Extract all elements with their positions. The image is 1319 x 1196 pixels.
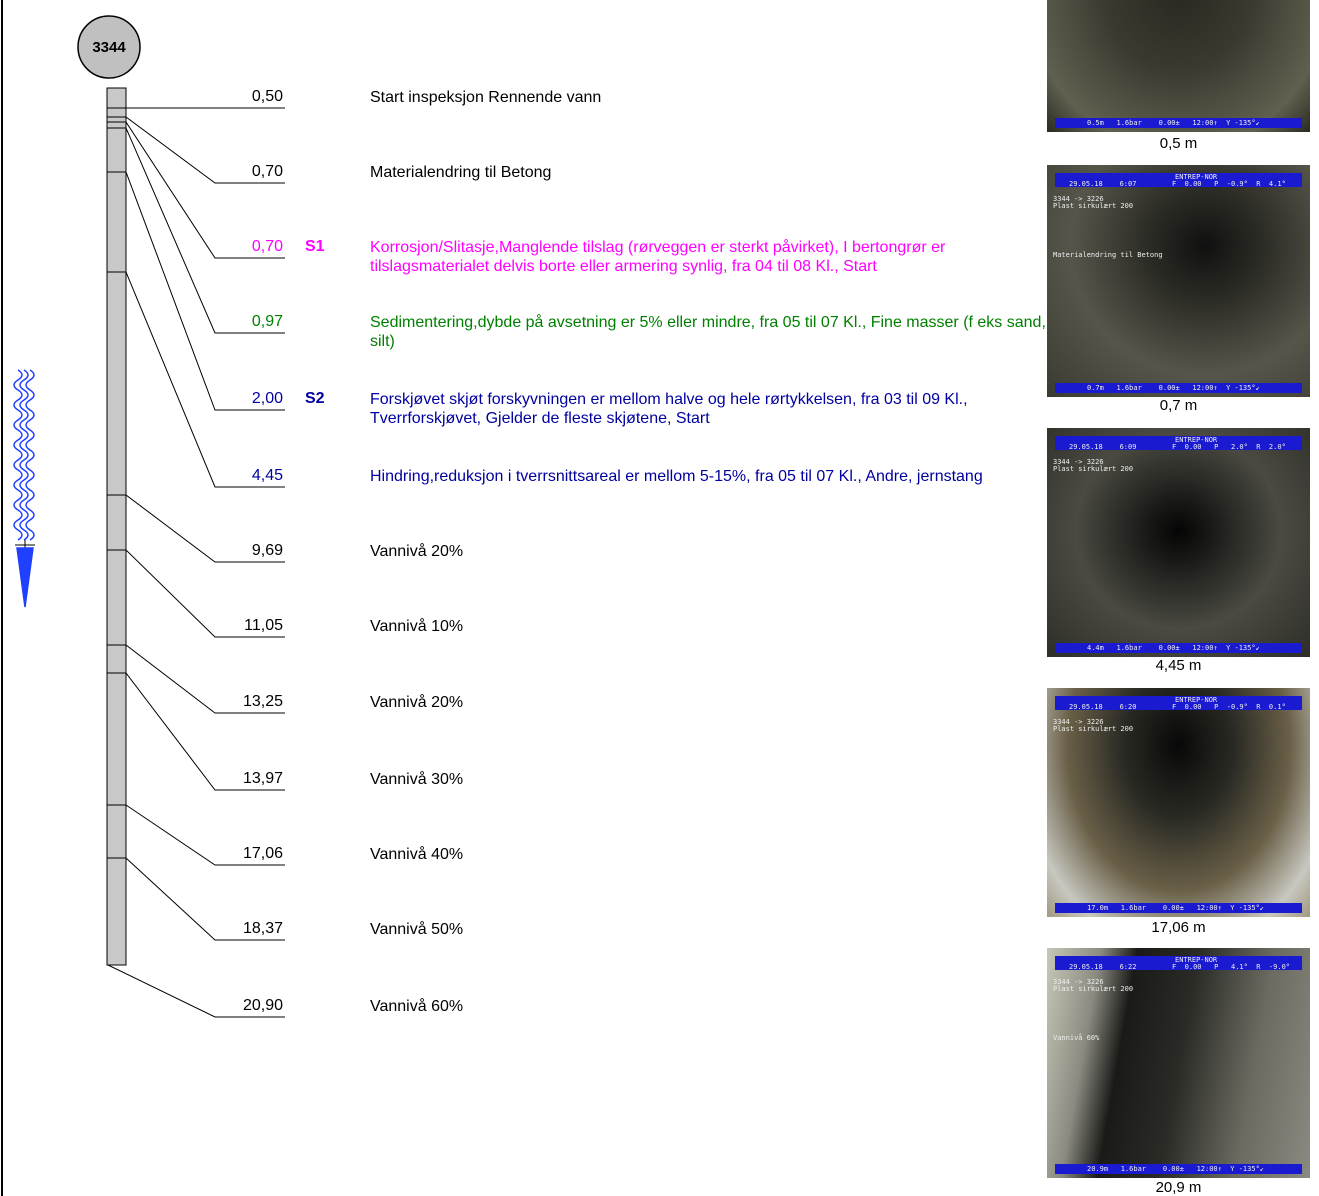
leader-line xyxy=(125,857,285,941)
overlay-sensor: F 0.00 P -0.9° R 4.1° xyxy=(1172,180,1286,188)
overlay-date: 29.05.18 6:22 xyxy=(1069,963,1137,971)
overlay-note: Materialendring til Betong xyxy=(1053,251,1163,259)
leader-line xyxy=(125,121,285,259)
leader-line xyxy=(125,672,285,791)
overlay-date: 29.05.18 6:09 xyxy=(1069,443,1137,451)
distance: 17,06 xyxy=(242,845,283,862)
leader-line xyxy=(125,644,285,714)
description: Vannivå 20% xyxy=(370,694,464,711)
description: Vannivå 60% xyxy=(370,998,464,1015)
description: Vannivå 30% xyxy=(370,771,464,788)
photo: 29.05.18 6:22 ENTREP-NOR F 0.00 P 4.1° R -… xyxy=(1047,948,1310,1178)
leader-line xyxy=(125,171,285,411)
description: Hindring,reduksjon i tverrsnittsareal er… xyxy=(370,468,983,485)
overlay-route: 3344 -> 3226 xyxy=(1053,458,1104,466)
description: Vannivå 50% xyxy=(370,921,464,938)
distance: 18,37 xyxy=(242,920,283,937)
overlay-date: 29.05.18 6:20 xyxy=(1069,703,1137,711)
photo-caption: 4,45 m xyxy=(1155,657,1202,674)
description: Vannivå 40% xyxy=(370,846,464,863)
overlay-date: 29.05.18 6:07 xyxy=(1069,180,1137,188)
photo-caption: 20,9 m xyxy=(1155,1179,1202,1196)
node-label: 3344 xyxy=(92,39,126,56)
overlay-pipe: Plast sirkulært 200 xyxy=(1053,725,1134,733)
overlay-brand: ENTREP-NOR xyxy=(1175,696,1218,704)
overlay-sensor: F 0.00 P -0.9° R 0.1° xyxy=(1172,703,1286,711)
distance: 20,90 xyxy=(242,997,283,1014)
description: Korrosjon/Slitasje,Manglende tilslag (rø… xyxy=(370,239,946,275)
code: S1 xyxy=(305,238,325,255)
overlay-note: Vannivå 60% xyxy=(1053,1034,1100,1042)
overlay-footer: 4.4m 1.6bar 0.00± 12:00↑ Y -135°↙ xyxy=(1087,644,1260,652)
photo: 29.05.18 6:09 ENTREP-NOR F 0.00 P 2.0° R 2… xyxy=(1047,428,1310,657)
leader-line xyxy=(125,271,285,488)
distance: 0,97 xyxy=(251,313,283,330)
code: S2 xyxy=(305,390,325,407)
overlay-brand: ENTREP-NOR xyxy=(1175,436,1218,444)
overlay-pipe: Plast sirkulært 200 xyxy=(1053,465,1134,473)
distance: 0,50 xyxy=(251,88,283,105)
overlay-sensor: F 0.00 P 4.1° R -9.0° xyxy=(1172,963,1291,971)
overlay-bar xyxy=(1055,643,1302,653)
description: Sedimentering,dybde på avsetning er 5% e… xyxy=(370,314,1046,350)
photo-caption: 17,06 m xyxy=(1151,919,1206,936)
overlay-route: 3344 -> 3226 xyxy=(1053,978,1104,986)
overlay-pipe: Plast sirkulært 200 xyxy=(1053,202,1134,210)
photo: 29.05.18 6:20 ENTREP-NOR F 0.00 P -0.9° R … xyxy=(1047,688,1310,917)
description: Forskjøvet skjøt forskyvningen er mellom… xyxy=(370,391,968,427)
overlay-bar xyxy=(1055,903,1302,913)
leader-line xyxy=(125,494,285,563)
overlay-brand: ENTREP-NOR xyxy=(1175,956,1218,964)
overlay-footer: 0.7m 1.6bar 0.00± 12:00↑ Y -135°↙ xyxy=(1087,384,1260,392)
overlay-pipe: Plast sirkulært 200 xyxy=(1053,985,1134,993)
leader-line xyxy=(107,964,285,1018)
description: Start inspeksjon Rennende vann xyxy=(370,89,602,106)
overlay-bar xyxy=(1055,696,1302,710)
overlay-route: 3344 -> 3226 xyxy=(1053,718,1104,726)
leader-line xyxy=(125,116,285,184)
photo: 29.05.18 6:07 ENTREP-NOR F 0.00 P -0.9° R … xyxy=(1047,165,1310,397)
leader-line xyxy=(125,804,285,866)
overlay-bar xyxy=(1055,173,1302,187)
leader-line xyxy=(125,549,285,638)
overlay-bar xyxy=(1055,383,1302,393)
overlay-footer: 17.0m 1.6bar 0.00± 12:00↑ Y -135°↙ xyxy=(1087,904,1265,912)
overlay-footer: 20.9m 1.6bar 0.00± 12:00↑ Y -135°↙ xyxy=(1087,1165,1265,1173)
photo-caption: 0,7 m xyxy=(1159,397,1198,414)
distance: 11,05 xyxy=(244,617,283,634)
distance: 13,25 xyxy=(242,693,283,710)
leader-line xyxy=(125,127,285,334)
overlay-footer: 0.5m 1.6bar 0.00± 12:00↑ Y -135°↙ xyxy=(1087,119,1260,127)
overlay-bar xyxy=(1055,118,1302,128)
distance: 0,70 xyxy=(251,163,283,180)
description: Vannivå 20% xyxy=(370,543,464,560)
overlay-bar xyxy=(1055,1164,1302,1174)
overlay-bar xyxy=(1055,956,1302,970)
pipe xyxy=(106,87,127,966)
overlay-sensor: F 0.00 P 2.0° R 2.0° xyxy=(1172,443,1286,451)
distance: 13,97 xyxy=(242,770,283,787)
photo-caption: 0,5 m xyxy=(1159,135,1198,152)
overlay-route: 3344 -> 3226 xyxy=(1053,195,1104,203)
photo: 0.5m 1.6bar 0.00± 12:00↑ Y -135°↙ xyxy=(1047,0,1310,132)
overlay-bar xyxy=(1055,436,1302,450)
distance: 2,00 xyxy=(251,390,283,407)
description: Materialendring til Betong xyxy=(370,164,552,181)
flow-arrow xyxy=(13,369,35,608)
description: Vannivå 10% xyxy=(370,618,464,635)
distance: 4,45 xyxy=(251,467,283,484)
overlay-brand: ENTREP-NOR xyxy=(1175,173,1218,181)
distance: 9,69 xyxy=(251,542,283,559)
node xyxy=(77,15,141,79)
distance: 0,70 xyxy=(251,238,283,255)
